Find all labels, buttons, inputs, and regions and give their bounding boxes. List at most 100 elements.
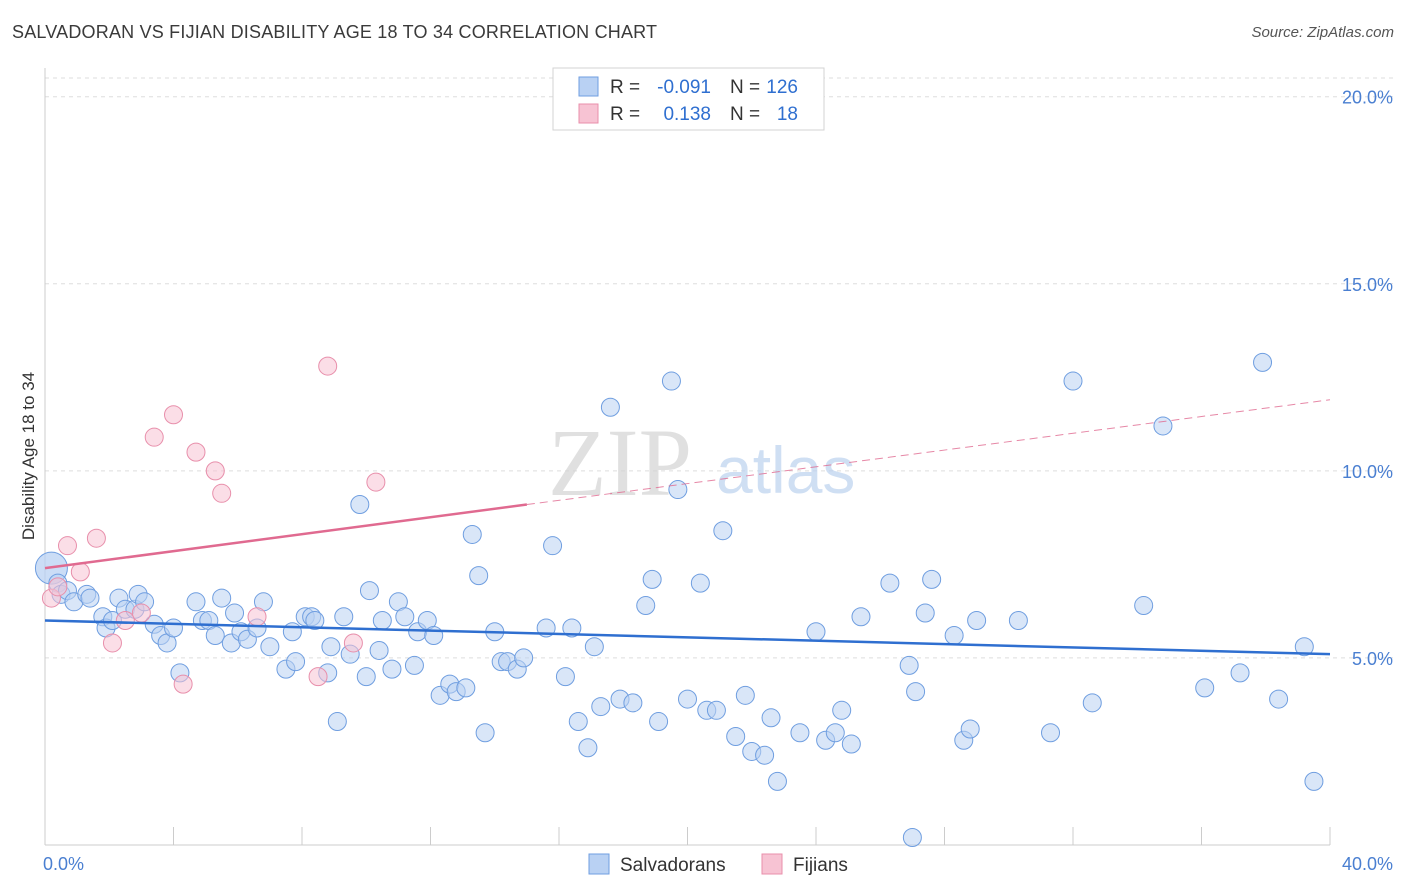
series-legend: Salvadorans Fijians — [588, 853, 848, 876]
fijian-point-6 — [115, 611, 135, 631]
salvadoran-point-39 — [321, 637, 341, 657]
trend-lines — [44, 399, 1331, 656]
salvadoran-point-88 — [726, 726, 746, 746]
salvadoran-point-98 — [832, 700, 852, 720]
salvadoran-point-43 — [350, 495, 370, 515]
salvadoran-point-84 — [690, 573, 710, 593]
salvadoran-point-70 — [562, 618, 582, 638]
series-legend-swatch-salvadorans — [588, 853, 610, 875]
series-legend-label-salvadorans: Salvadorans — [620, 855, 726, 876]
salvadoran-point-48 — [382, 659, 402, 679]
series-legend-swatch-fijians — [761, 853, 783, 875]
fijian-point-8 — [144, 427, 164, 447]
salvadoran-point-112 — [1041, 723, 1061, 743]
x-tick-label-0: 0.0% — [43, 854, 84, 874]
salvadoran-point-46 — [369, 640, 389, 660]
salvadorans-points — [34, 352, 1324, 848]
salvadoran-point-122 — [1304, 771, 1324, 791]
fijian-point-3 — [70, 562, 90, 582]
legend-n-value-1: 18 — [777, 104, 798, 125]
axes — [44, 68, 1331, 846]
fijian-point-14 — [247, 607, 267, 627]
salvadoran-point-107 — [944, 625, 964, 645]
salvadoran-point-91 — [755, 745, 775, 765]
salvadoran-point-119 — [1253, 352, 1273, 372]
fijian-point-12 — [205, 461, 225, 481]
salvadoran-point-69 — [555, 667, 575, 687]
legend-r-value-0: -0.091 — [657, 77, 711, 98]
salvadoran-point-93 — [767, 771, 787, 791]
salvadoran-point-83 — [678, 689, 697, 709]
salvadoran-point-33 — [282, 622, 302, 642]
fijian-point-2 — [57, 536, 77, 556]
salvadorans-trend-line — [44, 619, 1331, 656]
salvadoran-point-78 — [636, 596, 656, 616]
salvadoran-point-44 — [356, 667, 376, 687]
y-axis-title: Disability Age 18 to 34 — [19, 372, 38, 540]
salvadoran-point-115 — [1134, 596, 1154, 616]
salvadoran-point-113 — [1063, 371, 1083, 391]
salvadoran-point-51 — [404, 655, 424, 675]
fijian-point-13 — [212, 483, 232, 503]
salvadoran-point-87 — [713, 521, 733, 541]
salvadoran-point-75 — [600, 397, 620, 417]
fijian-point-9 — [164, 405, 183, 425]
salvadoran-point-82 — [668, 480, 688, 500]
salvadoran-point-79 — [642, 569, 662, 589]
watermark-zip: ZIP — [548, 409, 692, 516]
salvadoran-point-118 — [1230, 663, 1250, 683]
salvadoran-point-92 — [761, 708, 781, 728]
y-tick-label-20: 20.0% — [1342, 88, 1393, 108]
salvadoran-point-73 — [584, 637, 604, 657]
salvadoran-point-99 — [841, 734, 861, 754]
correlation-legend: R = -0.091 N = 126 R = 0.138 N = 18 — [552, 67, 825, 131]
salvadoran-point-114 — [1082, 693, 1102, 713]
salvadoran-point-101 — [880, 573, 900, 593]
salvadoran-point-71 — [568, 712, 588, 732]
salvadoran-point-23 — [205, 625, 225, 645]
watermark-atlas: atlas — [716, 433, 855, 507]
fijian-point-1 — [48, 577, 68, 597]
fijian-point-10 — [173, 674, 193, 694]
salvadoran-point-94 — [790, 723, 810, 743]
salvadoran-point-61 — [475, 723, 495, 743]
series-legend-label-fijians: Fijians — [793, 855, 848, 876]
legend-swatch-fijians — [578, 103, 599, 124]
salvadoran-point-40 — [327, 712, 347, 732]
salvadoran-point-104 — [915, 603, 935, 623]
grid-lines — [45, 77, 1393, 659]
fijian-point-15 — [308, 667, 328, 687]
fijian-point-18 — [366, 472, 386, 492]
salvadoran-point-59 — [462, 524, 482, 544]
watermark: ZIP atlas — [548, 409, 855, 516]
salvadoran-point-106 — [902, 828, 922, 848]
salvadoran-point-26 — [225, 603, 245, 623]
salvadoran-point-95 — [806, 622, 826, 642]
fijians-trend-line — [44, 503, 528, 570]
salvadoran-point-58 — [456, 678, 476, 698]
salvadoran-point-68 — [543, 536, 563, 556]
salvadoran-point-20 — [186, 592, 206, 612]
legend-r-label-0: R = — [610, 77, 640, 98]
salvadoran-point-117 — [1195, 678, 1215, 698]
y-tick-label-5: 5.0% — [1352, 649, 1393, 669]
y-tick-label-10: 10.0% — [1342, 462, 1393, 482]
salvadoran-point-50 — [395, 607, 415, 627]
salvadoran-point-66 — [514, 648, 534, 668]
x-tick-label-1: 40.0% — [1342, 854, 1393, 874]
salvadoran-point-74 — [591, 697, 611, 717]
salvadoran-point-89 — [735, 685, 755, 705]
salvadoran-point-109 — [960, 719, 980, 739]
salvadoran-point-37 — [305, 611, 325, 631]
fijian-point-5 — [102, 633, 122, 653]
fijians-points — [41, 356, 386, 694]
salvadoran-point-60 — [469, 566, 489, 586]
salvadoran-point-81 — [661, 371, 681, 391]
legend-n-value-0: 126 — [766, 77, 798, 98]
legend-n-label-0: N = — [730, 77, 760, 98]
salvadoran-point-45 — [359, 581, 379, 601]
legend-r-value-1: 0.138 — [663, 104, 711, 125]
salvadoran-point-116 — [1153, 416, 1173, 436]
legend-n-label-1: N = — [730, 104, 760, 125]
salvadoran-point-54 — [424, 625, 444, 645]
